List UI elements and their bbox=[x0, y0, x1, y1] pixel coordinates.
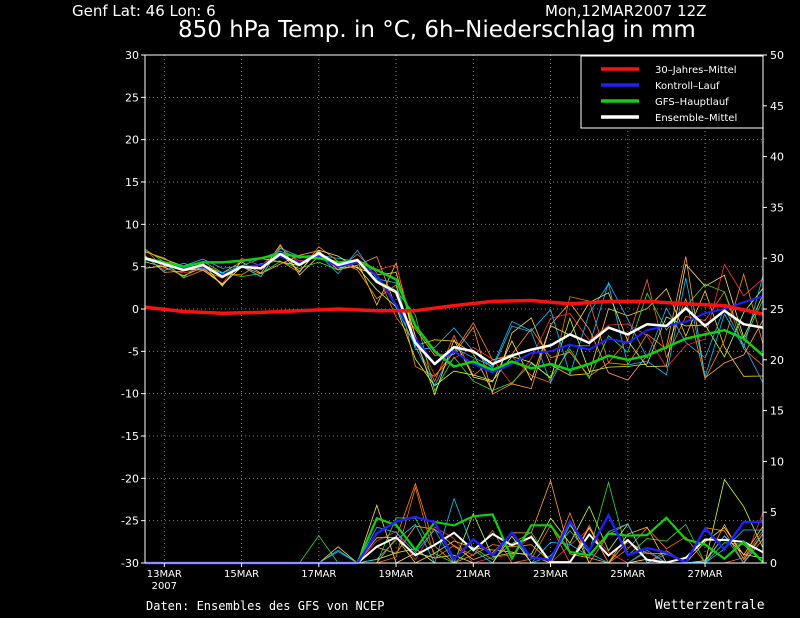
y-right-tick-label: 20 bbox=[770, 354, 784, 367]
precipitation-traces bbox=[145, 478, 764, 565]
x-tick-label: 21MAR bbox=[456, 569, 491, 580]
y-right-tick-label: 5 bbox=[770, 506, 777, 519]
y-left-tick-label: -30 bbox=[121, 557, 139, 570]
y-left-tick-label: -5 bbox=[128, 345, 139, 358]
y-left-tick-label: 30 bbox=[125, 49, 139, 62]
y-right-tick-label: 25 bbox=[770, 303, 784, 316]
climate-series-line bbox=[144, 298, 764, 316]
x-tick-label: 13MAR bbox=[147, 569, 182, 580]
location-label: Genf Lat: 46 Lon: 6 bbox=[72, 2, 216, 20]
y-right-tick-label: 0 bbox=[770, 557, 777, 570]
data-source-note: Daten: Ensembles des GFS von NCEP bbox=[146, 599, 385, 613]
main-series bbox=[144, 251, 764, 374]
grid bbox=[145, 55, 763, 563]
x-tick-label: 27MAR bbox=[687, 569, 722, 580]
ensemble-member-line bbox=[144, 248, 764, 392]
run-date-label: Mon,12MAR2007 12Z bbox=[545, 2, 707, 20]
legend: 30–Jahres–Mittel Kontroll–Lauf GFS–Hauptla… bbox=[580, 55, 764, 129]
legend-label-gfs: GFS–Hauptlauf bbox=[655, 97, 729, 108]
axes: 302520151050-5-10-15-20-25-3050454035302… bbox=[121, 49, 784, 592]
y-left-tick-label: -25 bbox=[121, 515, 139, 528]
x-tick-label: 23MAR bbox=[533, 569, 568, 580]
legend-label-climate: 30–Jahres–Mittel bbox=[655, 65, 737, 76]
y-left-tick-label: 15 bbox=[125, 176, 139, 189]
y-left-tick-label: 0 bbox=[132, 303, 139, 316]
y-left-tick-label: 5 bbox=[132, 261, 139, 274]
ensemble-members bbox=[144, 243, 764, 397]
y-left-tick-label: 25 bbox=[125, 91, 139, 104]
y-left-tick-label: -20 bbox=[121, 472, 139, 485]
y-left-tick-label: -15 bbox=[121, 430, 139, 443]
y-left-tick-label: 10 bbox=[125, 218, 139, 231]
mean-series-line bbox=[144, 251, 764, 366]
y-right-tick-label: 35 bbox=[770, 201, 784, 214]
legend-label-mean: Ensemble–Mittel bbox=[655, 113, 737, 124]
y-right-tick-label: 30 bbox=[770, 252, 784, 265]
y-right-tick-label: 15 bbox=[770, 405, 784, 418]
x-tick-label: 19MAR bbox=[378, 569, 413, 580]
x-tick-label: 25MAR bbox=[610, 569, 645, 580]
ensemble-member-line bbox=[144, 245, 764, 384]
y-right-tick-label: 40 bbox=[770, 151, 784, 164]
brand-label: Wetterzentrale bbox=[655, 598, 765, 613]
legend-label-control: Kontroll–Lauf bbox=[655, 81, 720, 92]
gfs-series-line bbox=[144, 252, 764, 372]
y-right-tick-label: 10 bbox=[770, 455, 784, 468]
chart-title: 850 hPa Temp. in °C, 6h–Niederschlag in … bbox=[178, 17, 696, 43]
y-left-tick-label: -10 bbox=[121, 388, 139, 401]
x-tick-year-label: 2007 bbox=[152, 581, 177, 592]
y-left-tick-label: 20 bbox=[125, 134, 139, 147]
x-tick-label: 17MAR bbox=[301, 569, 336, 580]
x-tick-label: 15MAR bbox=[224, 569, 259, 580]
y-right-tick-label: 50 bbox=[770, 49, 784, 62]
y-right-tick-label: 45 bbox=[770, 100, 784, 113]
